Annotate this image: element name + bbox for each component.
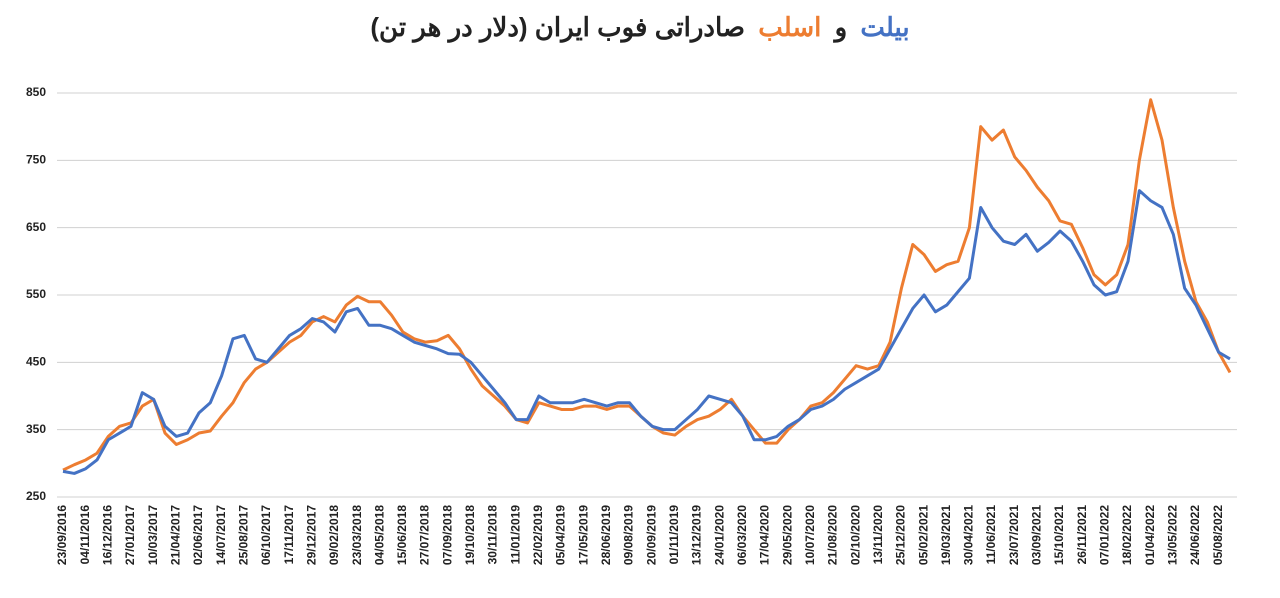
x-tick-label: 11/06/2021 bbox=[984, 505, 998, 565]
y-tick-label: 850 bbox=[26, 85, 46, 99]
x-tick-label: 16/12/2016 bbox=[100, 505, 114, 565]
x-tick-label: 21/04/2017 bbox=[168, 505, 182, 565]
x-tick-label: 29/05/2020 bbox=[780, 505, 794, 565]
x-tick-label: 19/10/2018 bbox=[463, 505, 477, 565]
x-tick-label: 23/07/2021 bbox=[1007, 505, 1021, 565]
x-tick-label: 05/02/2021 bbox=[916, 505, 930, 565]
x-tick-label: 29/12/2017 bbox=[304, 505, 318, 565]
x-tick-label: 02/06/2017 bbox=[191, 505, 205, 565]
x-tick-label: 17/04/2020 bbox=[758, 505, 772, 565]
y-tick-label: 250 bbox=[26, 489, 46, 503]
x-tick-label: 23/03/2018 bbox=[350, 505, 364, 565]
x-tick-label: 27/01/2017 bbox=[123, 505, 137, 565]
x-tick-label: 23/09/2016 bbox=[55, 505, 69, 565]
x-tick-label: 26/11/2021 bbox=[1075, 505, 1089, 565]
x-tick-label: 02/10/2020 bbox=[848, 505, 862, 565]
x-tick-label: 04/05/2018 bbox=[372, 505, 386, 565]
x-tick-label: 05/08/2022 bbox=[1211, 505, 1225, 565]
x-tick-label: 06/10/2017 bbox=[259, 505, 273, 565]
x-tick-label: 30/11/2018 bbox=[486, 505, 500, 565]
x-tick-label: 10/07/2020 bbox=[803, 505, 817, 565]
x-tick-label: 01/04/2022 bbox=[1143, 505, 1157, 565]
x-tick-label: 15/10/2021 bbox=[1052, 505, 1066, 565]
x-tick-label: 04/11/2016 bbox=[78, 505, 92, 565]
x-tick-label: 09/02/2018 bbox=[327, 505, 341, 565]
x-tick-label: 09/08/2019 bbox=[622, 505, 636, 565]
y-tick-label: 650 bbox=[26, 220, 46, 234]
x-tick-label: 17/11/2017 bbox=[282, 505, 296, 565]
x-tick-label: 28/06/2019 bbox=[599, 505, 613, 565]
x-tick-label: 05/04/2019 bbox=[554, 505, 568, 565]
x-tick-label: 27/07/2018 bbox=[418, 505, 432, 565]
x-tick-label: 07/09/2018 bbox=[440, 505, 454, 565]
y-tick-label: 750 bbox=[26, 153, 46, 167]
x-tick-label: 22/02/2019 bbox=[531, 505, 545, 565]
x-tick-label: 25/08/2017 bbox=[236, 505, 250, 565]
x-tick-label: 13/11/2020 bbox=[871, 505, 885, 565]
x-tick-label: 25/12/2020 bbox=[894, 505, 908, 565]
title-series-second: اسلب bbox=[758, 12, 822, 42]
title-joiner: و bbox=[834, 12, 848, 42]
x-tick-label: 17/05/2019 bbox=[576, 505, 590, 565]
x-tick-label: 30/04/2021 bbox=[962, 505, 976, 565]
x-tick-label: 11/01/2019 bbox=[508, 505, 522, 565]
x-tick-label: 13/05/2022 bbox=[1166, 505, 1180, 565]
x-tick-label: 01/11/2019 bbox=[667, 505, 681, 565]
x-tick-label: 07/01/2022 bbox=[1098, 505, 1112, 565]
x-tick-label: 14/07/2017 bbox=[214, 505, 228, 565]
x-tick-label: 19/03/2021 bbox=[939, 505, 953, 565]
x-tick-label: 18/02/2022 bbox=[1120, 505, 1134, 565]
x-tick-label: 15/06/2018 bbox=[395, 505, 409, 565]
x-tick-label: 21/08/2020 bbox=[826, 505, 840, 565]
x-tick-label: 24/06/2022 bbox=[1188, 505, 1202, 565]
x-tick-label: 03/09/2021 bbox=[1030, 505, 1044, 565]
y-tick-label: 550 bbox=[26, 287, 46, 301]
x-tick-label: 20/09/2019 bbox=[644, 505, 658, 565]
y-tick-label: 450 bbox=[26, 355, 46, 369]
series-line bbox=[62, 189, 1231, 475]
y-tick-label: 350 bbox=[26, 422, 46, 436]
title-series-first: بیلت bbox=[860, 12, 910, 42]
x-tick-label: 10/03/2017 bbox=[146, 505, 160, 565]
x-tick-label: 24/01/2020 bbox=[712, 505, 726, 565]
title-text: صادراتی فوب ایران (دلار در هر تن) bbox=[370, 12, 745, 42]
x-tick-label: 06/03/2020 bbox=[735, 505, 749, 565]
chart-title: بیلت و اسلب صادراتی فوب ایران (دلار در ه… bbox=[0, 12, 1280, 43]
series-line bbox=[62, 98, 1232, 472]
x-tick-label: 13/12/2019 bbox=[690, 505, 704, 565]
